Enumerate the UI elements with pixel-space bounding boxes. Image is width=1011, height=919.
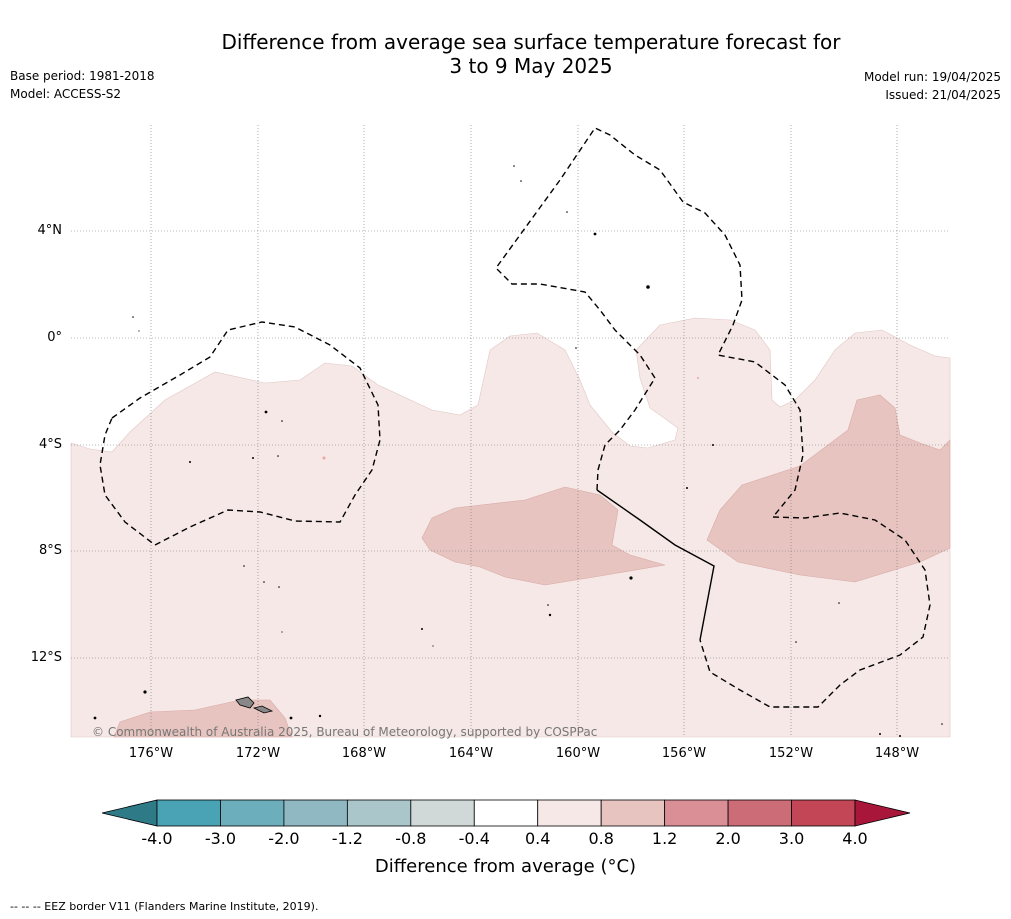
- island-savaii: [235, 696, 255, 709]
- model-run: Model run: 19/04/2025: [863, 70, 1001, 84]
- lon-label-168w: 168°W: [341, 746, 387, 761]
- model-name: Model: ACCESS-S2: [10, 87, 122, 101]
- eez-border-solid: [596, 489, 715, 641]
- lat-label-4s: 4°S: [38, 437, 62, 452]
- lon-label-176w: 176°W: [128, 746, 174, 761]
- lon-label-156w: 156°W: [661, 746, 707, 761]
- colorbar-tick-label: 2.0: [715, 829, 741, 848]
- colorbar-segment: [220, 799, 285, 827]
- colorbar-segment: [283, 799, 348, 827]
- eez-border-east: [699, 512, 931, 708]
- copyright-notice: © Commonwealth of Australia 2025, Bureau…: [92, 725, 598, 739]
- colorbar-tick-label: 1.2: [651, 829, 678, 848]
- lon-label-160w: 160°W: [555, 746, 601, 761]
- eez-border-west: [99, 321, 381, 546]
- lon-label-172w: 172°W: [235, 746, 281, 761]
- colorbar-segment: [473, 799, 539, 827]
- lat-label-8s: 8°S: [38, 543, 62, 558]
- colorbar: [101, 799, 911, 827]
- colorbar-arrow-high: [854, 799, 911, 827]
- colorbar-segment: [410, 799, 475, 827]
- colorbar-segment: [664, 799, 729, 827]
- colorbar-segment: [600, 799, 666, 827]
- lon-label-148w: 148°W: [874, 746, 920, 761]
- colorbar-segment: [727, 799, 792, 827]
- eez-legend-footnote: -- -- -- EEZ border V11 (Flanders Marine…: [10, 900, 319, 913]
- lat-label-0: 0°: [47, 330, 62, 345]
- colorbar-segment: [791, 799, 856, 827]
- island-upolu: [252, 705, 274, 714]
- lat-label-4n: 4°N: [37, 223, 63, 238]
- colorbar-tick-label: 4.0: [842, 829, 868, 848]
- lon-label-164w: 164°W: [448, 746, 494, 761]
- colorbar-tick-label: -2.0: [268, 829, 300, 848]
- colorbar-segment: [346, 799, 412, 827]
- colorbar-arrow-low: [101, 799, 158, 827]
- colorbar-tick-label: 0.8: [588, 829, 614, 848]
- meta-right: Model run: 19/04/2025 Issued: 21/04/2025: [864, 68, 1001, 104]
- colorbar-segment: [537, 799, 602, 827]
- title-line-2: 3 to 9 May 2025: [449, 54, 613, 78]
- colorbar-tick-label: -0.8: [395, 829, 427, 848]
- meta-left: Base period: 1981-2018 Model: ACCESS-S2: [10, 67, 155, 103]
- colorbar-label: Difference from average (°C): [374, 856, 637, 877]
- islands: [235, 696, 274, 714]
- map-title: Difference from average sea surface temp…: [0, 30, 1011, 78]
- eez-borders: [99, 127, 931, 708]
- anomaly-region-central: [421, 486, 666, 586]
- lon-label-152w: 152°W: [768, 746, 814, 761]
- colorbar-tick-label: -1.2: [331, 829, 363, 848]
- title-line-1: Difference from average sea surface temp…: [221, 30, 841, 54]
- eez-border-central: [495, 127, 804, 518]
- atolls: [93, 165, 943, 737]
- gridlines: [71, 125, 950, 737]
- colorbar-tick-label: 3.0: [778, 829, 805, 848]
- colorbar-tick-label: -4.0: [141, 829, 173, 848]
- issued-date: Issued: 21/04/2025: [885, 88, 1001, 102]
- anomaly-region-east: [706, 394, 951, 583]
- colorbar-tick-label: 0.4: [524, 829, 551, 848]
- colorbar-segment: [156, 799, 221, 827]
- lat-label-12s: 12°S: [30, 650, 62, 665]
- colorbar-tick-label: -0.4: [458, 829, 490, 848]
- base-period: Base period: 1981-2018: [10, 69, 155, 83]
- colorbar-tick-label: -3.0: [204, 829, 237, 848]
